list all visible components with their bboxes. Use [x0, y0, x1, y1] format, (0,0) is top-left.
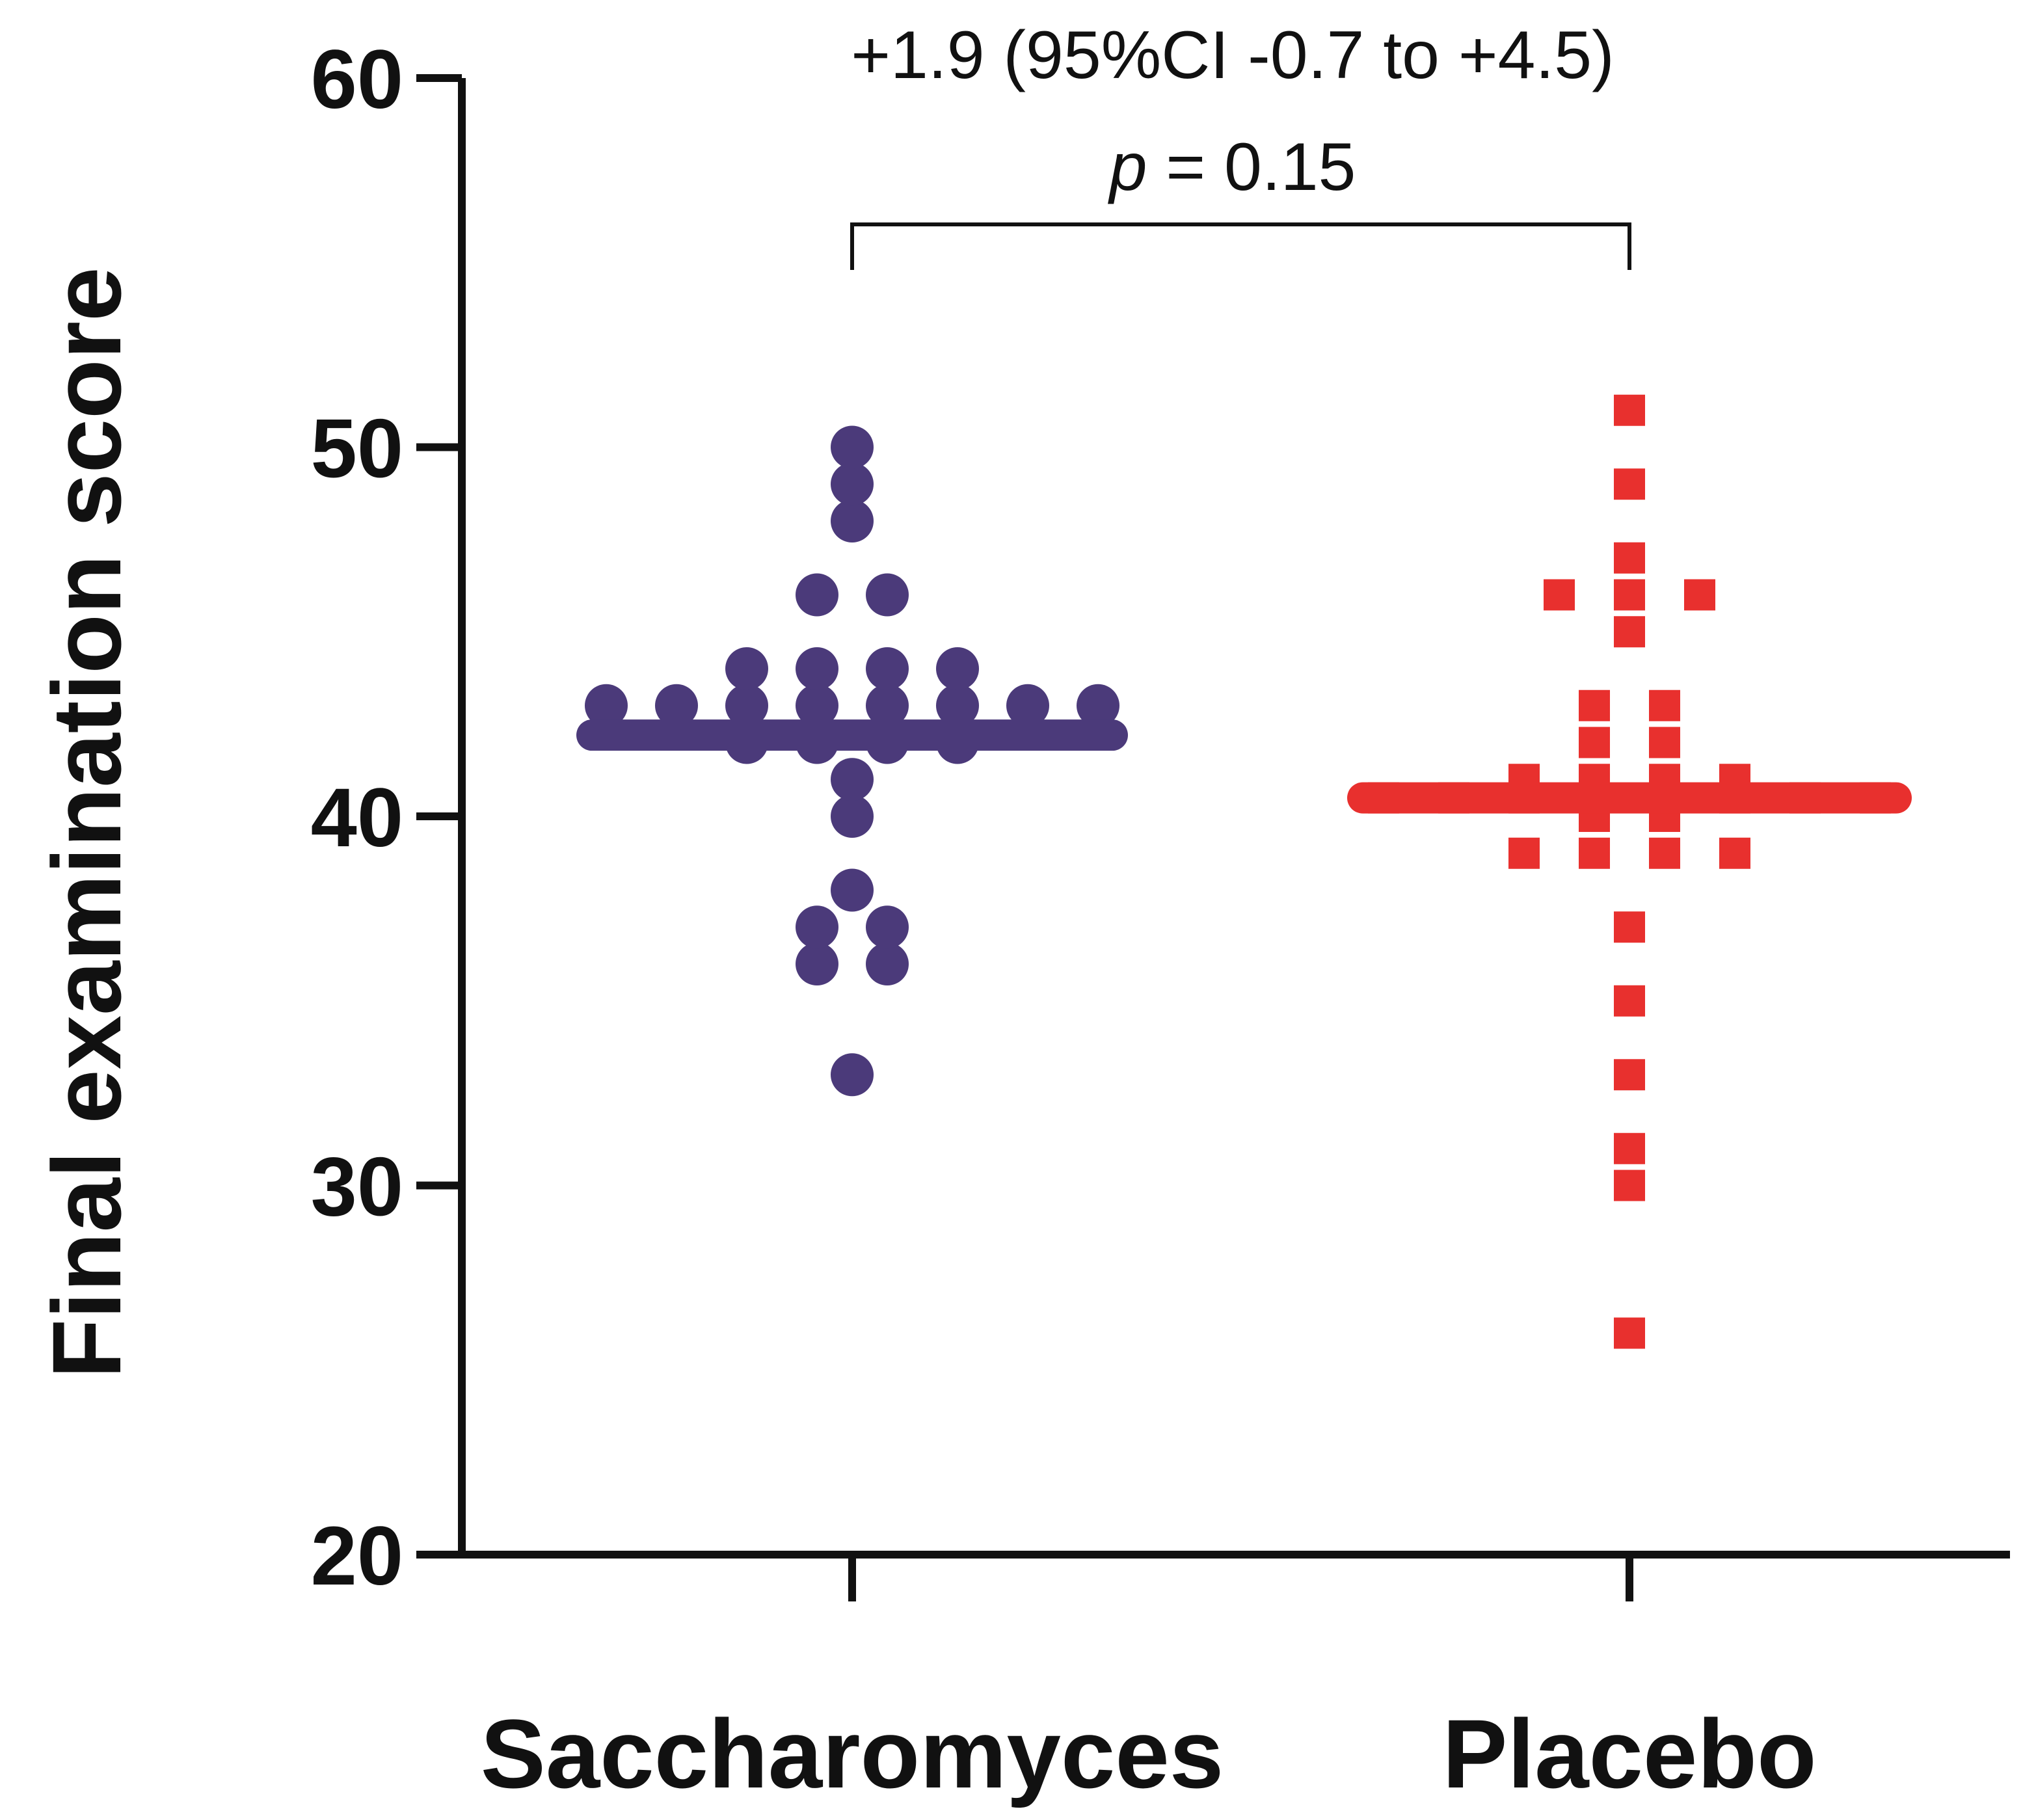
y-axis-group: 20 30 40 50 60: [311, 33, 2010, 1603]
data-points: [585, 394, 1891, 1349]
point-placebo: [1614, 1132, 1645, 1164]
point-placebo: [1614, 911, 1645, 943]
point-placebo: [1614, 616, 1645, 648]
point-saccharomyces: [831, 758, 874, 801]
point-saccharomyces: [831, 500, 874, 542]
p-symbol: p: [1108, 129, 1147, 205]
point-saccharomyces: [585, 684, 628, 727]
point-placebo: [1649, 689, 1680, 721]
x-category-label-saccharomyces: Saccharomyces: [481, 1699, 1224, 1808]
point-saccharomyces: [866, 573, 909, 617]
point-saccharomyces: [725, 684, 768, 727]
point-saccharomyces: [831, 1053, 874, 1097]
point-placebo: [1614, 1317, 1645, 1349]
point-saccharomyces: [936, 647, 979, 690]
point-saccharomyces: [796, 573, 838, 617]
point-placebo: [1614, 985, 1645, 1017]
point-saccharomyces: [866, 647, 909, 690]
point-saccharomyces: [725, 647, 768, 690]
y-tick-label-50: 50: [311, 403, 403, 496]
point-saccharomyces: [831, 795, 874, 838]
point-saccharomyces: [866, 684, 909, 727]
point-placebo: [1614, 1170, 1645, 1201]
point-placebo: [1614, 468, 1645, 500]
y-tick-label-40: 40: [311, 771, 403, 864]
point-saccharomyces: [796, 943, 838, 985]
p-value-text: p = 0.15: [1108, 129, 1356, 205]
comparison-bracket: [850, 222, 1631, 270]
point-placebo: [1614, 542, 1645, 574]
point-placebo: [1579, 689, 1610, 721]
point-placebo: [1579, 727, 1610, 758]
point-placebo: [1684, 579, 1715, 611]
y-axis-title: Final examination score: [32, 267, 141, 1379]
point-placebo: [1544, 579, 1575, 611]
point-placebo: [1614, 394, 1645, 426]
point-saccharomyces: [655, 684, 698, 727]
point-saccharomyces: [831, 868, 874, 912]
comparison-annotation: +1.9 (95%CI -0.7 to +4.5) p = 0.15: [850, 18, 1631, 270]
x-axis-categories: Saccharomyces Placebo: [481, 1555, 1817, 1808]
mean-lines: [576, 719, 1912, 814]
point-saccharomyces: [1077, 684, 1119, 727]
point-saccharomyces: [796, 684, 838, 727]
point-saccharomyces: [796, 905, 838, 949]
point-placebo: [1614, 579, 1645, 611]
point-placebo: [1614, 1059, 1645, 1091]
point-saccharomyces: [831, 462, 874, 506]
p-value: = 0.15: [1147, 129, 1356, 205]
point-saccharomyces: [1006, 684, 1049, 727]
point-placebo: [1649, 837, 1680, 869]
y-tick-label-30: 30: [311, 1141, 403, 1234]
point-saccharomyces: [866, 943, 909, 985]
x-category-label-placebo: Placebo: [1442, 1699, 1816, 1808]
point-saccharomyces: [796, 647, 838, 690]
point-placebo: [1649, 727, 1680, 758]
point-placebo: [1508, 837, 1540, 869]
point-placebo: [1719, 837, 1750, 869]
y-tick-label-60: 60: [311, 33, 403, 126]
difference-text: +1.9 (95%CI -0.7 to +4.5): [851, 18, 1614, 93]
y-tick-label-20: 20: [311, 1510, 403, 1603]
point-saccharomyces: [936, 684, 979, 727]
point-saccharomyces: [831, 425, 874, 469]
point-placebo: [1579, 837, 1610, 869]
point-saccharomyces: [866, 905, 909, 949]
